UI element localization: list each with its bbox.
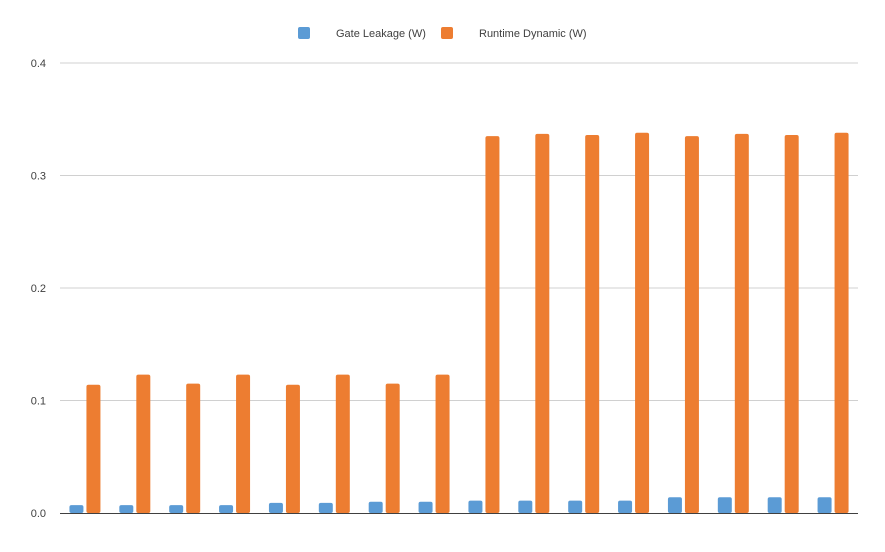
- bar-gate-leakage: [518, 500, 533, 513]
- legend-label-runtime-dynamic: Runtime Dynamic (W): [479, 28, 587, 40]
- bars: [69, 132, 849, 513]
- bar-gate-leakage: [717, 497, 732, 513]
- bar-runtime-dynamic: [784, 135, 799, 513]
- bar-gate-leakage: [368, 501, 383, 513]
- legend: Gate Leakage (W) Runtime Dynamic (W): [298, 27, 587, 40]
- bar-gate-leakage: [468, 500, 483, 513]
- bar-gate-leakage: [817, 497, 832, 513]
- legend-swatch-runtime-dynamic: [441, 27, 453, 39]
- bar-gate-leakage: [767, 497, 782, 513]
- legend-swatch-gate-leakage: [298, 27, 310, 39]
- y-tick-label: 0.3: [31, 171, 46, 183]
- bar-runtime-dynamic: [285, 384, 300, 513]
- bar-gate-leakage: [618, 500, 633, 513]
- legend-label-gate-leakage: Gate Leakage (W): [336, 28, 426, 40]
- bar-runtime-dynamic: [385, 383, 400, 513]
- bar-gate-leakage: [119, 505, 134, 513]
- bar-runtime-dynamic: [535, 133, 550, 513]
- y-axis: 0.0 0.1 0.2 0.3 0.4: [31, 58, 46, 520]
- bar-gate-leakage: [418, 501, 433, 513]
- bar-runtime-dynamic: [635, 132, 650, 513]
- bar-gate-leakage: [219, 505, 234, 513]
- bar-runtime-dynamic: [86, 384, 101, 513]
- bar-runtime-dynamic: [585, 135, 600, 513]
- bar-runtime-dynamic: [136, 374, 151, 513]
- y-tick-label: 0.1: [31, 396, 46, 408]
- bar-runtime-dynamic: [734, 133, 749, 513]
- bar-gate-leakage: [568, 500, 583, 513]
- y-tick-label: 0.2: [31, 283, 46, 295]
- y-tick-label: 0.0: [31, 508, 46, 520]
- bar-gate-leakage: [667, 497, 682, 513]
- gridlines: [60, 62, 858, 401]
- bar-gate-leakage: [169, 505, 184, 513]
- bar-runtime-dynamic: [236, 374, 251, 513]
- bar-gate-leakage: [268, 502, 283, 513]
- y-tick-label: 0.4: [31, 58, 46, 70]
- bar-runtime-dynamic: [335, 374, 350, 513]
- bar-runtime-dynamic: [435, 374, 450, 513]
- bar-gate-leakage: [69, 505, 84, 513]
- bar-runtime-dynamic: [186, 383, 201, 513]
- bar-runtime-dynamic: [834, 132, 849, 513]
- bar-runtime-dynamic: [485, 136, 500, 513]
- bar-gate-leakage: [318, 502, 333, 513]
- bar-runtime-dynamic: [684, 136, 699, 513]
